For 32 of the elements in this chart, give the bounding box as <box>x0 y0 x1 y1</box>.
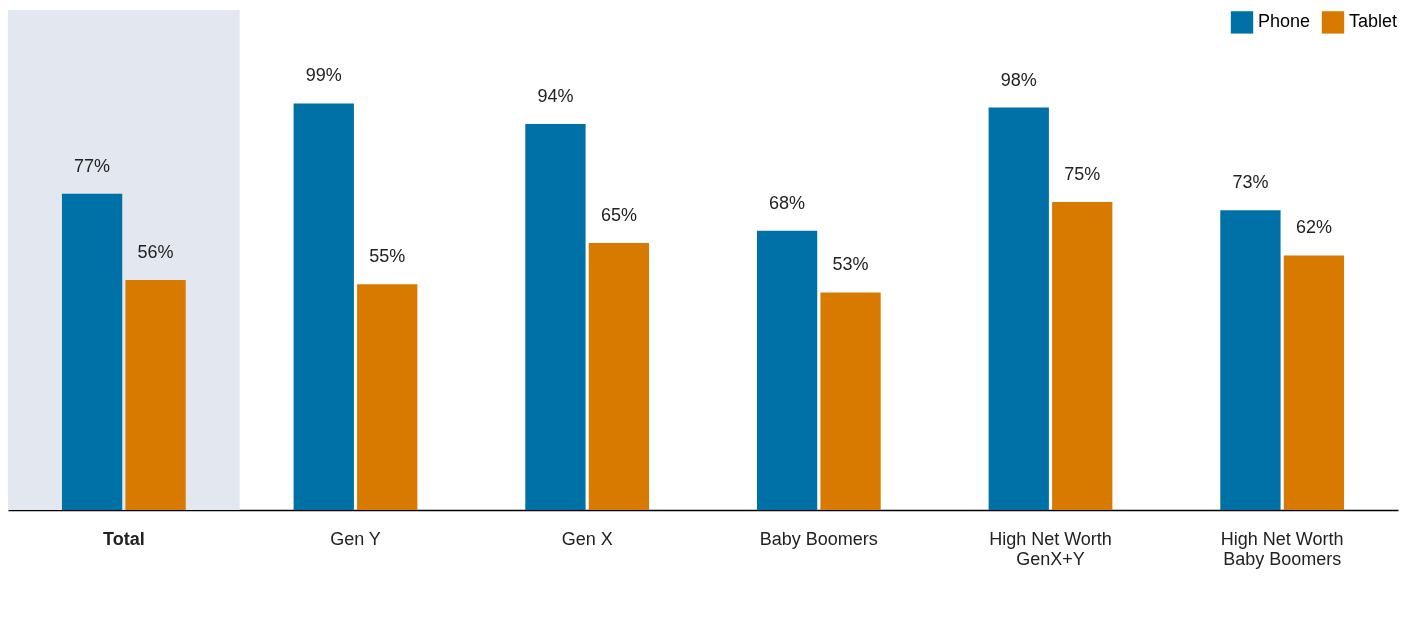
bar <box>588 243 650 510</box>
bar <box>125 280 186 510</box>
bar <box>525 124 586 510</box>
bar <box>1220 210 1281 510</box>
bar <box>1052 202 1113 510</box>
data-label: 75% <box>1064 164 1101 185</box>
data-label: 55% <box>369 246 406 267</box>
data-label: 77% <box>74 155 111 176</box>
bar <box>988 107 1049 510</box>
data-label: 56% <box>137 242 174 263</box>
x-tick-label: Total <box>103 528 145 549</box>
bar <box>357 284 418 510</box>
x-tick-label: High Net Worth GenX+Y <box>989 528 1112 569</box>
bar <box>293 103 354 510</box>
x-tick-label: High Net Worth Baby Boomers <box>1220 528 1344 569</box>
bar <box>1283 255 1345 510</box>
data-label: 53% <box>832 254 869 275</box>
bar <box>820 292 881 510</box>
data-label: 94% <box>537 86 574 107</box>
data-label: 68% <box>769 192 806 213</box>
bar <box>61 193 123 510</box>
x-tick-label: Gen X <box>561 528 613 549</box>
data-label: 73% <box>1232 172 1269 193</box>
x-tick-label: Baby Boomers <box>759 528 878 549</box>
bar <box>756 230 818 510</box>
legend-label: Phone <box>1258 11 1311 32</box>
legend-label: Tablet <box>1349 11 1398 32</box>
data-label: 98% <box>1000 69 1037 90</box>
x-tick-label: Gen Y <box>330 528 381 549</box>
data-label: 99% <box>305 65 342 86</box>
data-label: 62% <box>1295 217 1332 238</box>
data-label: 65% <box>600 205 637 226</box>
